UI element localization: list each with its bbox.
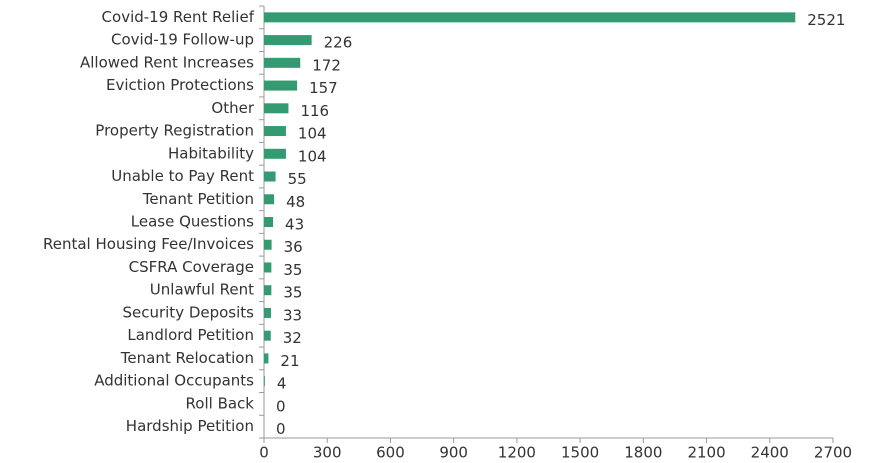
y-tick-label: Unlawful Rent <box>150 281 254 299</box>
bar <box>264 330 271 341</box>
y-tick-label: Hardship Petition <box>126 417 254 435</box>
y-tick-label: Allowed Rent Increases <box>80 53 254 71</box>
y-tick-label: Habitability <box>168 144 254 162</box>
value-label: 104 <box>298 147 327 165</box>
x-tick-label: 1800 <box>624 444 662 462</box>
value-label: 43 <box>285 216 304 234</box>
value-label: 226 <box>324 34 353 52</box>
y-tick-label: Security Deposits <box>122 303 254 321</box>
y-tick-label: Additional Occupants <box>94 372 254 390</box>
bar <box>264 57 301 68</box>
bar <box>264 307 271 318</box>
bar <box>264 285 272 296</box>
y-tick-label: Unable to Pay Rent <box>111 167 254 185</box>
x-tick-label: 0 <box>259 444 269 462</box>
value-label: 35 <box>283 284 302 302</box>
bar <box>264 376 265 387</box>
value-label: 33 <box>283 306 302 324</box>
bar <box>264 148 286 159</box>
value-label: 157 <box>309 79 338 97</box>
value-label: 116 <box>300 102 329 120</box>
bar <box>264 35 312 46</box>
value-label: 48 <box>286 193 305 211</box>
y-tick-label: Property Registration <box>95 122 254 140</box>
x-tick-label: 300 <box>313 444 342 462</box>
y-tick-label: Lease Questions <box>131 213 254 231</box>
bar <box>264 126 286 137</box>
value-label: 0 <box>276 397 286 415</box>
bar <box>264 194 275 205</box>
value-label: 172 <box>312 56 341 74</box>
value-label: 2521 <box>807 11 845 29</box>
x-tick-label: 900 <box>439 444 468 462</box>
bar <box>264 171 276 182</box>
x-tick-label: 1200 <box>498 444 536 462</box>
y-tick-label: Rental Housing Fee/Invoices <box>43 235 254 253</box>
value-label: 0 <box>276 420 286 438</box>
value-label: 21 <box>280 352 299 370</box>
x-tick-label: 2700 <box>814 444 852 462</box>
x-tick-label: 1500 <box>561 444 599 462</box>
x-tick-label: 600 <box>376 444 405 462</box>
y-tick-label: Covid-19 Rent Relief <box>102 8 255 26</box>
y-tick-label: Landlord Petition <box>127 326 254 344</box>
y-tick-label: Roll Back <box>186 394 255 412</box>
y-tick-label: CSFRA Coverage <box>129 258 254 276</box>
value-label: 32 <box>283 329 302 347</box>
value-label: 35 <box>283 261 302 279</box>
y-tick-label: Covid-19 Follow-up <box>111 31 254 49</box>
y-tick-label: Tenant Relocation <box>120 349 254 367</box>
bar <box>264 80 298 91</box>
bar <box>264 103 289 114</box>
y-tick-label: Tenant Petition <box>142 190 254 208</box>
bar <box>264 239 272 250</box>
value-label: 104 <box>298 125 327 143</box>
y-tick-label: Other <box>211 99 254 117</box>
bar <box>264 217 274 227</box>
y-tick-label: Eviction Protections <box>106 76 254 94</box>
bar <box>264 353 269 364</box>
x-tick-label: 2400 <box>751 444 789 462</box>
value-label: 36 <box>284 238 303 256</box>
bar <box>264 12 796 23</box>
value-label: 55 <box>288 170 307 188</box>
bar <box>264 262 272 273</box>
x-tick-label: 2100 <box>687 444 725 462</box>
value-label: 4 <box>277 375 287 393</box>
